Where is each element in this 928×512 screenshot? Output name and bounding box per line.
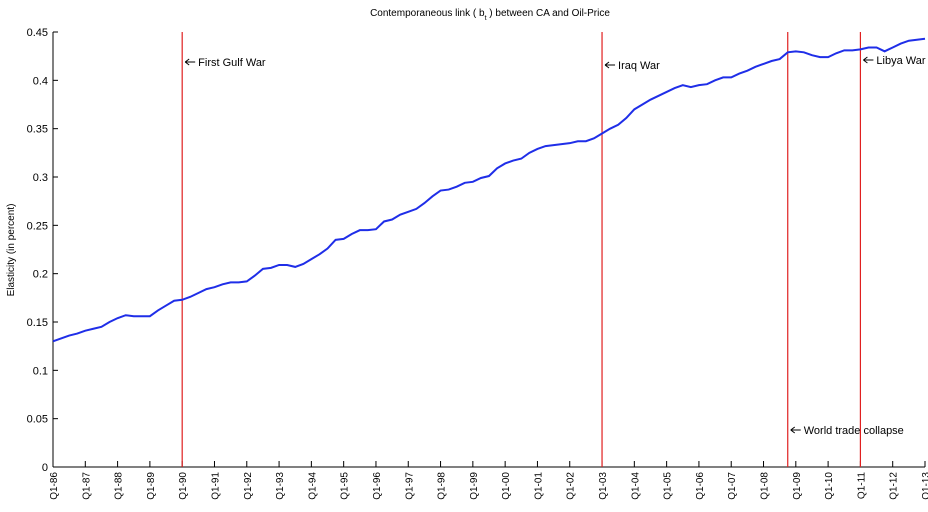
x-tick-label: Q1-90 [178,472,189,500]
y-tick-label: 0.45 [27,27,48,39]
x-tick-label: Q1-94 [307,472,318,500]
x-tick-label: Q1-91 [210,472,221,500]
event-label: Libya War [876,55,925,67]
x-tick-label: Q1-09 [792,472,803,500]
x-tick-label: Q1-03 [598,472,609,500]
y-tick-label: 0.2 [33,269,48,281]
y-tick-label: 0.15 [27,317,48,329]
event-arrow-head [863,56,868,64]
x-tick-label: Q1-07 [727,472,738,500]
x-tick-label: Q1-00 [501,472,512,500]
x-tick-label: Q1-95 [340,472,351,500]
x-tick-label: Q1-04 [630,472,641,500]
title-part: ) between CA and Oil-Price [487,8,611,19]
x-tick-label: Q1-97 [404,472,415,500]
event-label: Iraq War [618,60,660,72]
x-tick-label: Q1-08 [760,472,771,500]
event-arrow-head [790,426,796,434]
y-tick-label: 0.05 [27,414,48,426]
x-tick-label: Q1-05 [663,472,674,500]
x-tick-label: Q1-12 [889,472,900,500]
event-arrow-head [604,61,610,69]
x-tick-label: Q1-06 [695,472,706,500]
y-tick-label: 0.35 [27,124,48,136]
x-tick-label: Q1-92 [243,472,254,500]
x-tick-label: Q1-10 [824,472,835,500]
chart-title: Contemporaneous link ( bt ) between CA a… [370,8,610,22]
x-tick-label: Q1-88 [114,472,125,500]
y-axis-label: Elasticity (in percent) [6,204,17,297]
y-tick-label: 0.25 [27,220,48,232]
x-tick-label: Q1-11 [856,472,867,499]
x-tick-label: Q1-96 [372,472,383,500]
y-tick-label: 0.1 [33,365,48,377]
x-tick-label: Q1-99 [469,472,480,500]
y-tick-label: 0.4 [33,75,48,87]
event-label: First Gulf War [198,57,266,69]
title-part: Contemporaneous link ( b [370,8,485,19]
x-tick-label: Q1-93 [275,472,286,500]
x-tick-label: Q1-13 [921,472,928,500]
data-line [52,37,926,343]
x-tick-label: Q1-86 [49,472,60,500]
y-tick-label: 0.3 [33,172,48,184]
x-tick-label: Q1-98 [437,472,448,500]
x-tick-label: Q1-01 [533,472,544,500]
x-tick-label: Q1-02 [566,472,577,500]
x-tick-label: Q1-87 [81,472,92,500]
x-tick-label: Q1-89 [146,472,157,500]
event-label: World trade collapse [804,425,904,437]
y-tick-label: 0 [42,462,48,474]
title-subscript: t [485,15,487,22]
event-arrow-head [184,58,190,66]
